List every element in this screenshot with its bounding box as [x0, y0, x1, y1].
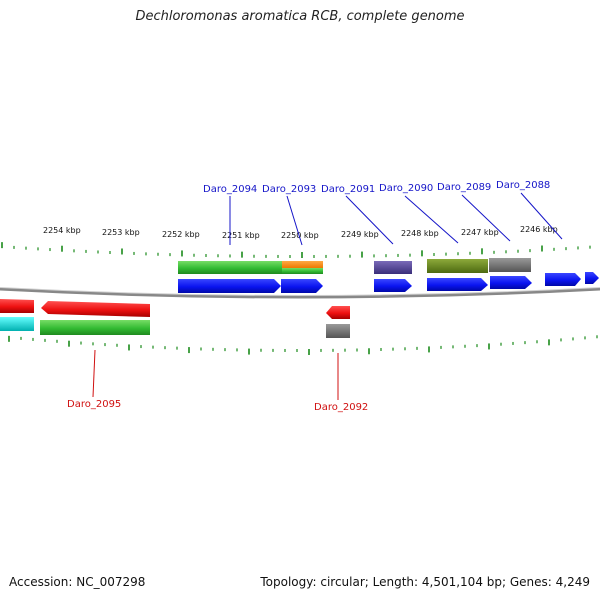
- gene-label-daro-2089[interactable]: Daro_2089: [437, 182, 491, 193]
- cog-block[interactable]: [427, 259, 488, 273]
- cog-block[interactable]: [40, 320, 150, 335]
- cds-forward-arrow[interactable]: [427, 278, 488, 291]
- cds-forward-arrow[interactable]: [374, 279, 412, 292]
- kbp-label: 2253 kbp: [102, 228, 140, 237]
- cog-block[interactable]: [282, 268, 323, 274]
- cog-block[interactable]: [0, 317, 34, 331]
- genome-backbone-highlight: [0, 287, 600, 296]
- cds-forward-arrow[interactable]: [281, 279, 323, 293]
- gene-label-daro-2094[interactable]: Daro_2094: [203, 184, 257, 195]
- gene-label-daro-2090[interactable]: Daro_2090: [379, 183, 433, 194]
- cds-forward-arrow[interactable]: [545, 273, 581, 286]
- cds-reverse-arrow[interactable]: [0, 299, 34, 313]
- cds-forward-arrow[interactable]: [178, 279, 281, 293]
- gene-leader-line: [461, 194, 511, 242]
- kbp-label: 2246 kbp: [520, 225, 558, 234]
- gene-leader-line: [404, 195, 459, 244]
- gene-label-daro-2095[interactable]: Daro_2095: [67, 399, 121, 410]
- cds-reverse-arrow[interactable]: [326, 306, 350, 319]
- kbp-label: 2251 kbp: [222, 231, 260, 240]
- inner-tick-ruler: [8, 335, 598, 355]
- genome-backbone: [0, 287, 600, 299]
- gene-leader-line: [520, 192, 563, 240]
- outer-tick-ruler: [1, 242, 591, 258]
- kbp-label: 2249 kbp: [341, 230, 379, 239]
- gene-leader-line: [92, 349, 96, 398]
- kbp-label: 2254 kbp: [43, 226, 81, 235]
- gene-leader-line: [345, 195, 394, 245]
- kbp-label: 2247 kbp: [461, 228, 499, 237]
- topology-summary: Topology: circular; Length: 4,501,104 bp…: [260, 575, 590, 589]
- cog-block[interactable]: [282, 261, 323, 268]
- cds-forward-arrow[interactable]: [585, 272, 599, 284]
- cds-forward-arrow[interactable]: [490, 276, 532, 289]
- map-title: Dechloromonas aromatica RCB, complete ge…: [135, 9, 465, 24]
- gene-label-daro-2093[interactable]: Daro_2093: [262, 184, 316, 195]
- gene-label-daro-2091[interactable]: Daro_2091: [321, 184, 375, 195]
- kbp-label: 2252 kbp: [162, 230, 200, 239]
- kbp-label: 2248 kbp: [401, 229, 439, 238]
- kbp-label: 2250 kbp: [281, 231, 319, 240]
- cds-reverse-arrow[interactable]: [41, 301, 150, 317]
- accession-label: Accession: NC_007298: [9, 575, 146, 589]
- cog-block[interactable]: [178, 261, 282, 274]
- gene-label-daro-2088[interactable]: Daro_2088: [496, 180, 550, 191]
- cog-block[interactable]: [489, 258, 531, 272]
- gene-label-daro-2092[interactable]: Daro_2092: [314, 402, 368, 413]
- cog-block[interactable]: [374, 261, 412, 274]
- gene-leader-line: [286, 195, 303, 246]
- cog-block[interactable]: [326, 324, 350, 338]
